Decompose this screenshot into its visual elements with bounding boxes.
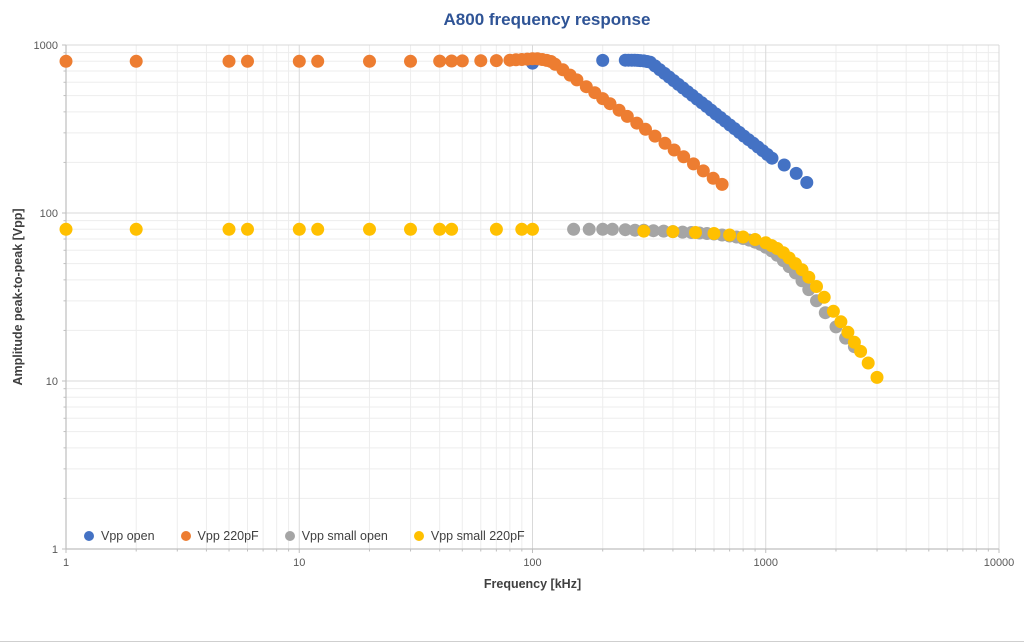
y-tick-label: 100 <box>40 208 58 220</box>
data-point-series-3 <box>433 222 447 236</box>
data-point-series-3 <box>445 222 459 236</box>
data-point-series-3 <box>311 222 325 236</box>
data-point-series-3 <box>292 222 306 236</box>
data-point-series-0 <box>777 158 791 172</box>
data-point-series-0 <box>596 53 610 67</box>
x-tick-label: 10 <box>293 557 305 569</box>
data-point-series-1 <box>687 157 700 171</box>
data-point-series-3 <box>707 227 721 240</box>
data-point-series-3 <box>637 224 651 238</box>
data-point-series-1 <box>658 136 672 150</box>
legend-label-vpp-small-open: Vpp small open <box>301 529 388 543</box>
legend-label-vpp-220pf: Vpp 220pF <box>197 529 259 543</box>
data-point-series-1 <box>570 73 584 87</box>
legend-item-vpp-small-open: Vpp small open <box>284 529 388 543</box>
data-point-series-3 <box>129 222 143 236</box>
data-point-series-1 <box>603 97 617 111</box>
data-point-series-3 <box>689 226 702 239</box>
data-point-series-1 <box>311 54 325 68</box>
data-point-series-3 <box>723 228 737 242</box>
data-point-series-3 <box>222 222 236 236</box>
data-point-series-1 <box>696 164 710 178</box>
data-point-series-2 <box>605 222 619 236</box>
legend-marker-vpp-open <box>84 531 94 541</box>
data-point-series-1 <box>129 54 143 68</box>
data-point-series-0 <box>765 151 779 165</box>
x-tick-label: 1000 <box>754 557 778 569</box>
legend-marker-vpp-220pf <box>180 531 191 541</box>
data-point-series-3 <box>59 222 73 236</box>
legend: Vpp open Vpp 220pF Vpp small open Vpp sm… <box>84 529 525 543</box>
data-point-series-1 <box>620 109 634 123</box>
data-point-series-1 <box>667 143 681 157</box>
y-tick-label: 1 <box>52 544 58 556</box>
x-tick-label: 100 <box>523 557 541 569</box>
data-point-series-3 <box>404 222 417 236</box>
x-axis-title: Frequency [kHz] <box>483 577 582 591</box>
data-point-series-1 <box>433 54 447 68</box>
data-point-series-3 <box>489 222 503 236</box>
data-point-series-2 <box>582 222 596 236</box>
data-point-series-1 <box>59 54 73 68</box>
data-point-series-1 <box>455 54 469 68</box>
data-point-series-1 <box>677 150 691 164</box>
legend-label-vpp-small-220pf: Vpp small 220pF <box>430 529 525 543</box>
data-point-series-3 <box>826 304 840 318</box>
data-point-series-3 <box>515 222 529 236</box>
data-point-series-3 <box>870 370 884 384</box>
data-point-series-1 <box>648 129 662 143</box>
data-point-series-3 <box>810 280 823 293</box>
data-point-series-3 <box>241 222 254 236</box>
x-tick-label: 1 <box>63 557 69 569</box>
data-point-series-1 <box>241 54 254 68</box>
legend-item-vpp-small-220pf: Vpp small 220pF <box>413 529 525 543</box>
data-point-series-3 <box>736 230 750 244</box>
y-axis-title: Amplitude peak-to-peak [Vpp] <box>11 208 25 386</box>
legend-marker-vpp-small-open <box>284 531 295 541</box>
data-point-series-2 <box>567 222 581 236</box>
data-point-series-1 <box>222 54 236 68</box>
data-point-series-3 <box>841 325 855 339</box>
data-point-series-3 <box>817 290 831 304</box>
data-point-series-1 <box>715 177 729 191</box>
data-point-series-2 <box>618 223 632 237</box>
data-point-series-3 <box>861 356 875 370</box>
data-point-series-0 <box>789 166 803 180</box>
data-point-series-3 <box>666 225 680 239</box>
data-point-series-3 <box>802 270 816 284</box>
data-point-series-1 <box>474 54 488 68</box>
data-point-series-1 <box>489 54 503 68</box>
legend-marker-vpp-small-220pf <box>413 531 424 541</box>
data-point-series-1 <box>404 54 417 68</box>
y-tick-label: 1000 <box>34 40 58 52</box>
data-point-series-3 <box>526 222 539 236</box>
data-point-series-3 <box>834 315 848 329</box>
y-tick-label: 10 <box>46 376 58 388</box>
data-point-series-3 <box>748 233 762 246</box>
chart-title: A800 frequency response <box>443 10 651 29</box>
data-point-series-2 <box>596 222 610 236</box>
data-point-series-1 <box>363 54 376 68</box>
legend-item-vpp-open: Vpp open <box>84 529 155 543</box>
legend-item-vpp-220pf: Vpp 220pF <box>180 529 259 543</box>
legend-label-vpp-open: Vpp open <box>101 529 155 543</box>
x-tick-label: 10000 <box>984 557 1015 569</box>
data-point-series-1 <box>445 54 459 68</box>
data-point-series-0 <box>800 176 814 189</box>
data-point-series-3 <box>363 222 376 236</box>
data-point-series-2 <box>646 224 660 238</box>
data-point-series-3 <box>854 344 868 358</box>
data-point-series-2 <box>657 224 671 238</box>
data-point-series-1 <box>292 54 306 68</box>
data-point-series-3 <box>847 335 861 349</box>
data-point-series-1 <box>639 122 652 136</box>
